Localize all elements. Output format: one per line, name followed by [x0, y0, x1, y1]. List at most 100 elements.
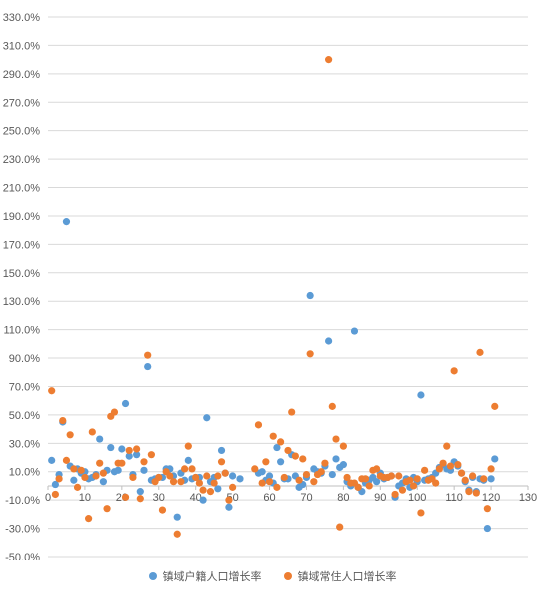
data-point-series-2 — [391, 490, 399, 499]
data-point-series-2 — [284, 446, 292, 455]
data-point-series-2 — [354, 483, 362, 491]
data-point-series-1 — [339, 461, 347, 469]
data-point-series-1 — [144, 362, 152, 371]
data-point-series-2 — [336, 523, 344, 531]
y-tick-label: 330.0% — [3, 12, 41, 24]
data-point-series-2 — [103, 505, 111, 513]
data-point-series-2 — [328, 402, 336, 410]
data-point-series-1 — [258, 468, 266, 476]
data-point-series-1 — [328, 470, 336, 479]
data-point-series-2 — [332, 435, 340, 443]
data-point-series-2 — [295, 476, 303, 484]
data-point-series-2 — [177, 478, 185, 486]
data-point-series-2 — [136, 495, 144, 503]
data-point-series-2 — [409, 482, 418, 490]
data-point-series-2 — [81, 473, 89, 482]
data-point-series-1 — [483, 524, 491, 533]
data-point-series-2 — [343, 473, 351, 482]
data-point-series-2 — [173, 530, 181, 538]
data-point-series-2 — [487, 465, 495, 473]
data-point-series-2 — [413, 475, 421, 483]
data-point-series-1 — [306, 291, 314, 300]
data-point-series-2 — [121, 493, 130, 501]
data-point-series-2 — [446, 462, 455, 470]
data-point-series-1 — [118, 445, 126, 453]
data-point-series-2 — [225, 496, 233, 504]
x-tick-label: 110 — [445, 492, 463, 504]
data-point-series-2 — [457, 469, 466, 477]
data-point-series-2 — [166, 472, 174, 480]
data-point-series-1 — [229, 472, 237, 480]
legend-label-series-2: 镇域常住人口增长率 — [297, 571, 397, 583]
data-point-series-2 — [325, 56, 333, 64]
data-point-series-2 — [251, 465, 259, 473]
data-point-series-2 — [262, 458, 270, 466]
data-point-series-2 — [99, 469, 107, 477]
y-tick-label: -10.0% — [5, 495, 40, 507]
data-point-series-2 — [140, 458, 148, 466]
data-point-series-1 — [48, 456, 56, 464]
legend-marker-series-1 — [148, 572, 157, 580]
data-point-series-1 — [332, 455, 340, 463]
data-point-series-1 — [51, 480, 59, 489]
data-point-series-2 — [432, 479, 440, 487]
data-point-series-2 — [302, 470, 311, 479]
data-point-series-2 — [421, 466, 429, 474]
data-point-series-2 — [273, 483, 281, 491]
data-point-series-1 — [214, 485, 222, 493]
data-point-series-2 — [133, 445, 141, 453]
data-point-series-2 — [51, 490, 59, 499]
data-point-series-2 — [398, 486, 407, 494]
x-tick-label: 10 — [79, 492, 91, 504]
data-point-series-2 — [214, 472, 222, 480]
y-tick-label: 150.0% — [3, 268, 41, 280]
x-tick-label: 80 — [337, 492, 349, 504]
data-point-series-2 — [317, 468, 325, 476]
x-tick-label: 130 — [519, 492, 537, 504]
data-point-series-1 — [487, 475, 495, 483]
data-point-series-2 — [450, 367, 458, 375]
y-tick-label: 70.0% — [9, 381, 40, 393]
data-point-series-1 — [136, 488, 144, 496]
y-tick-label: 190.0% — [3, 211, 41, 223]
data-point-series-2 — [203, 472, 211, 480]
data-point-series-2 — [299, 455, 307, 463]
x-tick-label: 60 — [263, 492, 275, 504]
y-tick-label: 30.0% — [9, 438, 40, 450]
data-point-series-2 — [59, 416, 67, 425]
y-tick-label: 230.0% — [3, 154, 41, 166]
x-tick-label: 100 — [408, 492, 426, 504]
y-tick-label: -50.0% — [5, 552, 40, 560]
data-point-series-2 — [439, 459, 447, 467]
data-point-series-2 — [125, 446, 133, 455]
data-point-series-2 — [188, 465, 196, 473]
data-point-series-2 — [310, 478, 318, 486]
data-point-series-1 — [350, 327, 359, 335]
data-point-series-1 — [173, 513, 181, 521]
y-tick-label: 290.0% — [3, 69, 41, 81]
data-point-series-2 — [66, 431, 74, 439]
y-tick-label: 270.0% — [3, 97, 41, 109]
x-tick-label: 0 — [45, 492, 51, 504]
data-point-series-1 — [107, 443, 115, 452]
data-point-series-1 — [184, 456, 192, 464]
data-point-series-2 — [277, 438, 285, 446]
y-tick-label: 50.0% — [9, 410, 40, 422]
data-point-series-2 — [321, 459, 329, 467]
data-point-series-2 — [199, 486, 207, 494]
data-point-series-2 — [465, 488, 473, 496]
plot-area: -50.0% -30.0% -10.0% 10.0% 30.0% 50.0% 70.0% 90… — [3, 12, 537, 564]
y-tick-label: 90.0% — [9, 353, 40, 365]
data-point-series-2 — [92, 472, 100, 480]
data-point-series-1 — [217, 446, 226, 455]
data-point-series-1 — [99, 478, 107, 486]
data-point-series-1 — [96, 435, 104, 443]
data-point-series-2 — [254, 421, 263, 429]
data-point-series-2 — [195, 479, 203, 487]
data-point-series-1 — [125, 452, 133, 460]
data-point-series-2 — [472, 489, 480, 497]
data-point-series-1 — [373, 478, 381, 486]
data-point-series-2 — [291, 452, 299, 460]
data-point-series-2 — [491, 402, 499, 410]
legend-marker-series-2 — [283, 572, 292, 580]
